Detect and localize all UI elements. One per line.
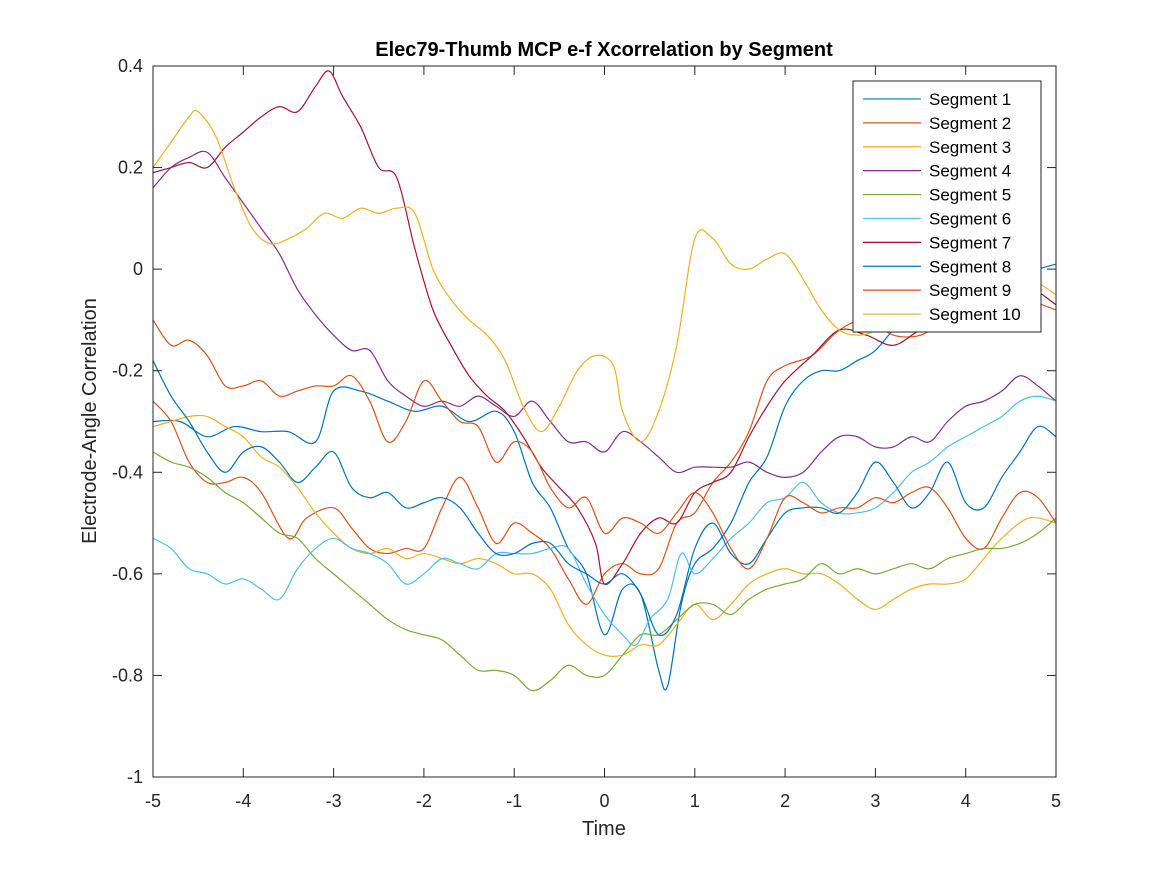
x-axis: -5 -4 -3 -2 -1 0 1 2 3 4 5: [145, 66, 1061, 811]
series-line-6: [153, 395, 1056, 647]
y-tick-label: 0.4: [118, 56, 143, 76]
series-line-9: [153, 319, 1056, 570]
y-tick-label: 0: [133, 259, 143, 279]
x-tick-label: -1: [506, 791, 522, 811]
legend-entry-label: Segment 9: [929, 281, 1011, 300]
x-tick-label: 4: [961, 791, 971, 811]
series-line-4: [153, 150, 1056, 478]
legend-entry-label: Segment 5: [929, 186, 1011, 205]
y-tick-label: -1: [127, 767, 143, 787]
y-axis-label: Electrode-Angle Correlation: [79, 298, 101, 544]
x-tick-label: 5: [1051, 791, 1061, 811]
series-line-10: [153, 109, 1056, 443]
x-tick-label: 3: [870, 791, 880, 811]
x-tick-label: -3: [326, 791, 342, 811]
series-line-8: [153, 360, 1056, 637]
plot-area: [153, 70, 1056, 692]
y-axis: -1 -0.8 -0.6 -0.4 -0.2 0 0.2 0.4: [112, 56, 1056, 787]
y-tick-label: -0.6: [112, 564, 143, 584]
x-tick-label: -4: [235, 791, 251, 811]
x-tick-label: 0: [599, 791, 609, 811]
legend: Segment 1 Segment 2 Segment 3 Segment 4 Segm…: [852, 80, 1042, 333]
series-line-5: [153, 451, 1056, 692]
legend-entry-label: Segment 7: [929, 233, 1011, 252]
legend-entry-label: Segment 6: [929, 209, 1011, 228]
series-line-3: [153, 414, 1056, 657]
x-axis-label: Time: [582, 818, 626, 840]
x-tick-label: -2: [416, 791, 432, 811]
x-tick-label: -5: [145, 791, 161, 811]
series-line-7: [153, 70, 1056, 586]
x-tick-label: 1: [690, 791, 700, 811]
y-tick-label: -0.2: [112, 361, 143, 381]
legend-entry-label: Segment 4: [929, 162, 1011, 181]
legend-entry-label: Segment 2: [929, 114, 1011, 133]
legend-entry-label: Segment 1: [929, 90, 1011, 109]
y-tick-label: -0.4: [112, 462, 143, 482]
y-tick-label: 0.2: [118, 158, 143, 178]
y-tick-label: -0.8: [112, 665, 143, 685]
legend-entry-label: Segment 10: [929, 305, 1021, 324]
x-tick-label: 2: [780, 791, 790, 811]
chart-title: Elec79-Thumb MCP e-f Xcorrelation by Seg…: [375, 39, 833, 61]
legend-entry-label: Segment 3: [929, 138, 1011, 157]
legend-entry-label: Segment 8: [929, 257, 1011, 276]
